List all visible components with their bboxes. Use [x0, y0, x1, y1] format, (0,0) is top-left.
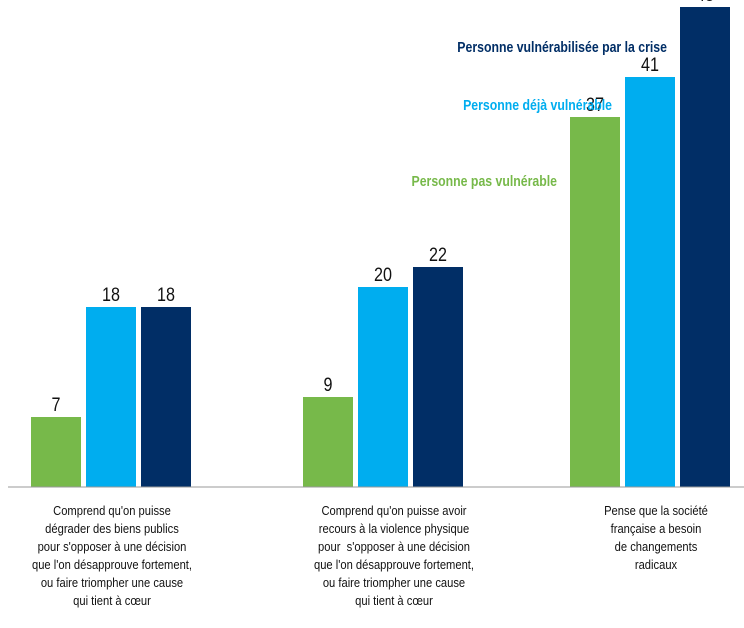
bar-group3-series1: [570, 117, 620, 487]
category-label-3-line-4: radicaux: [634, 557, 678, 572]
bar-group2-series3: [413, 267, 463, 487]
category-label-2-line-4: que l'on désapprouve fortement,: [313, 557, 475, 572]
category-label-1-line-5: ou faire triompher une cause: [40, 575, 184, 590]
bar-group2-series1: [303, 397, 353, 487]
category-label-2: Comprend qu'on puisse avoir recours à la …: [308, 502, 480, 610]
bar-group3-series2: [625, 77, 675, 487]
category-label-3-line-2: française a besoin: [610, 521, 702, 536]
value-label-group1-series1: 7: [52, 394, 61, 416]
legend-label-series2: Personne déjà vulnérable: [463, 97, 612, 113]
bar-group3-series3: [680, 7, 730, 487]
value-label-group3-series1: 37: [586, 94, 604, 116]
value-label-group1-series2: 18: [102, 284, 120, 306]
legend-label-series1: Personne pas vulnérable: [412, 173, 558, 189]
value-label-group1-series3: 18: [157, 284, 175, 306]
category-label-1-line-1: Comprend qu'on puisse: [53, 503, 171, 518]
category-label-3: Pense que la société française a besoin de…: [570, 502, 742, 574]
category-label-1-line-4: que l'on désapprouve fortement,: [31, 557, 193, 572]
category-label-2-line-5: ou faire triompher une cause: [322, 575, 466, 590]
legend-label-series3: Personne vulnérabilisée par la crise: [457, 39, 667, 55]
category-label-1: Comprend qu'on puisse dégrader des biens …: [26, 502, 198, 610]
category-label-1-line-6: qui tient à cœur: [73, 593, 151, 608]
value-label-group2-series2: 20: [374, 264, 392, 286]
value-label-group2-series3: 22: [429, 244, 447, 266]
bar-group1-series1: [31, 417, 81, 487]
category-label-3-line-1: Pense que la société: [604, 503, 708, 518]
category-label-1-line-2: dégrader des biens publics: [45, 521, 179, 536]
bar-group2-series2: [358, 287, 408, 487]
category-label-3-line-3: de changements: [614, 539, 698, 554]
category-label-2-line-2: recours à la violence physique: [318, 521, 470, 536]
value-labels-layer: 7 18 18 9 20 22 37 41 48: [52, 0, 715, 415]
bar-group1-series2: [86, 307, 136, 487]
category-label-2-line-6: qui tient à cœur: [355, 593, 433, 608]
bar-group1-series3: [141, 307, 191, 487]
value-label-group2-series1: 9: [324, 374, 333, 396]
category-label-1-line-3: pour s'opposer à une décision: [37, 539, 187, 554]
value-label-group3-series3: 48: [696, 0, 714, 5]
category-label-2-line-1: Comprend qu'on puisse avoir: [321, 503, 467, 518]
value-label-group3-series2: 41: [641, 54, 659, 76]
legend-layer: Personne pas vulnérable Personne déjà vul…: [412, 39, 668, 189]
bars-layer: [31, 7, 730, 487]
category-label-2-line-3: pour s'opposer à une décision: [318, 539, 470, 554]
